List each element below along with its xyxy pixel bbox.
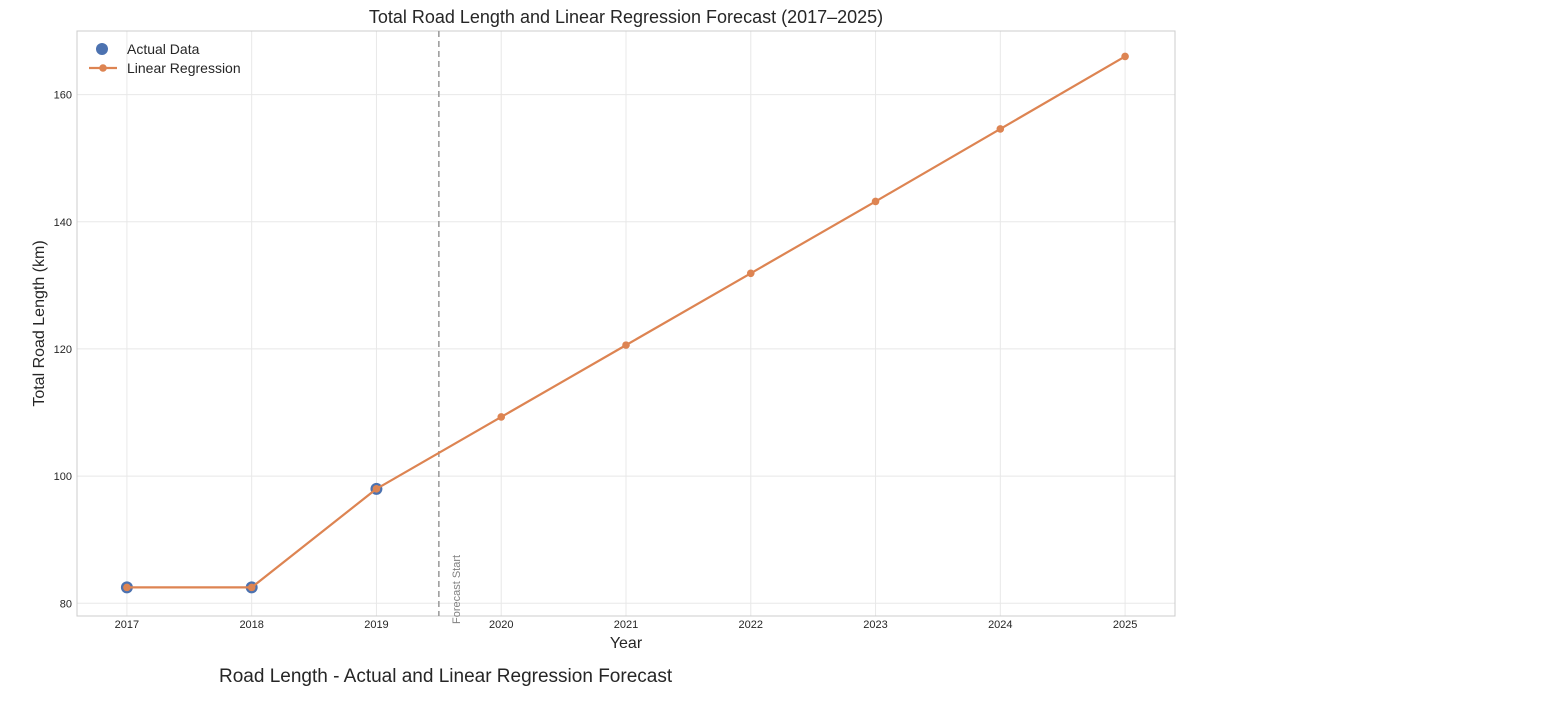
grid <box>77 31 1175 616</box>
x-tick-label: 2018 <box>239 619 263 631</box>
regression-point <box>996 125 1005 133</box>
legend-regression-label: Linear Regression <box>127 60 241 76</box>
plot-frame <box>76 30 1176 617</box>
y-tick-label: 160 <box>54 90 72 102</box>
x-tick-label: 2025 <box>1113 619 1137 631</box>
regression-point <box>746 269 755 278</box>
x-tick-label: 2024 <box>988 619 1012 631</box>
x-tick-label: 2019 <box>364 619 388 631</box>
chart-title: Total Road Length and Linear Regression … <box>369 7 883 27</box>
regression-point <box>372 485 381 493</box>
forecast-start-label: Forecast Start <box>451 555 463 624</box>
legend-regression-marker <box>99 64 107 72</box>
y-tick-label: 120 <box>54 344 72 356</box>
regression-point <box>123 583 131 592</box>
annotations: Forecast Start <box>438 31 463 624</box>
axes: 2017 2018 2019 2020 2021 2022 2023 2024 2025 80 10… <box>54 90 1138 631</box>
x-tick-label: 2022 <box>739 619 763 631</box>
legend: Actual Data Linear Regression <box>89 41 241 76</box>
legend-actual-marker <box>96 43 108 55</box>
y-axis-label: Total Road Length (km) <box>31 240 48 406</box>
series <box>120 52 1129 594</box>
figure-caption: Road Length - Actual and Linear Regressi… <box>219 666 673 687</box>
regression-point <box>871 197 880 206</box>
x-tick-label: 2020 <box>489 619 513 631</box>
x-axis-label: Year <box>610 635 643 652</box>
y-tick-label: 80 <box>60 598 72 610</box>
regression-point <box>622 341 630 349</box>
regression-point <box>497 413 506 421</box>
regression-point <box>1121 52 1129 61</box>
regression-point <box>247 583 256 592</box>
x-tick-label: 2017 <box>115 619 139 631</box>
x-tick-label: 2023 <box>863 619 887 631</box>
y-tick-label: 100 <box>54 471 72 483</box>
legend-actual-label: Actual Data <box>127 41 200 57</box>
x-tick-label: 2021 <box>614 619 638 631</box>
y-tick-label: 140 <box>54 217 72 229</box>
